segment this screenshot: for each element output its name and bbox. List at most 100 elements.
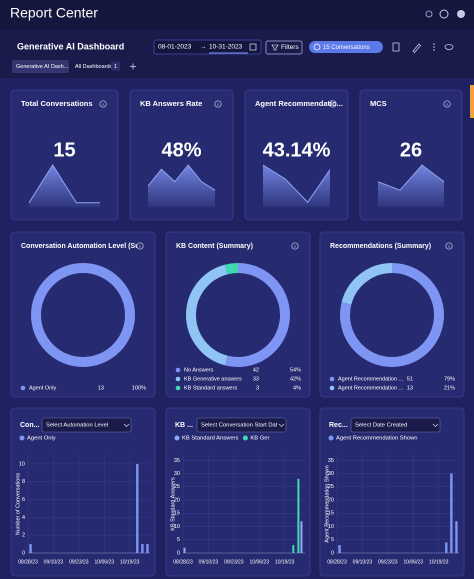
y-axis-title: Agent Recommendation Shown [324, 465, 330, 542]
end-date[interactable]: 10-31-2023 [209, 44, 243, 51]
app-title: Report Center [10, 5, 98, 21]
profile-icon[interactable] [457, 10, 465, 18]
x-tick-label: 10/19/23 [120, 559, 140, 565]
x-tick-label: 10/06/23 [95, 559, 115, 565]
y-axis-title: Number of Conversations [15, 473, 21, 536]
x-tick-label: 09/10/23 [353, 559, 373, 565]
kpi-value: 15 [53, 139, 75, 161]
select-box[interactable] [196, 417, 287, 433]
legend-label: KB Generative answers [184, 376, 242, 382]
info-icon[interactable] [136, 242, 144, 250]
menu-dot[interactable] [433, 43, 435, 45]
legend-dot [20, 385, 26, 391]
kpi-value: 43.14% [263, 139, 331, 161]
sparkline [147, 164, 216, 191]
select-mask [431, 419, 440, 431]
legend-dot [175, 385, 181, 391]
chart-content: KB ... Select Conversation Start Date KB S… [174, 417, 287, 442]
menu-dot[interactable] [433, 46, 435, 48]
select-label[interactable]: Select Date Created [355, 423, 407, 429]
sparkline-area [148, 165, 215, 207]
legend-count: 33 [253, 376, 259, 382]
filters-button[interactable] [265, 40, 303, 55]
donut-segment [340, 263, 444, 367]
legend-label: Agent Only [27, 436, 56, 442]
y-tick-label: 8 [22, 479, 25, 485]
legend-label: Agent Only [29, 385, 56, 391]
y-tick-label: 5 [331, 537, 334, 543]
y-tick-label: 2 [22, 533, 25, 539]
donut-segment [31, 263, 135, 367]
kpi-value: 48% [161, 139, 201, 161]
legend-label: KB Standard answers [184, 385, 237, 391]
tab-count: 1 [114, 64, 117, 70]
y-tick-label: 0 [331, 550, 334, 556]
select-box[interactable] [41, 417, 132, 433]
y-tick-label: 5 [177, 537, 180, 543]
tab-active[interactable] [12, 60, 69, 73]
play-icon [313, 43, 321, 51]
notification-icon[interactable] [425, 10, 433, 18]
x-tick-label: 10/06/23 [404, 559, 424, 565]
bar [183, 547, 186, 553]
sparkline [377, 164, 445, 191]
view-icon[interactable] [444, 44, 454, 50]
card [10, 407, 156, 577]
y-axis-title: KB Standard Answers [170, 477, 176, 531]
donut-segment [341, 263, 393, 305]
card [10, 89, 119, 221]
add-tab[interactable] [130, 63, 136, 70]
date-range[interactable] [153, 39, 262, 55]
edit-icon[interactable] [412, 43, 422, 54]
x-tick-label: 08/28/23 [173, 559, 193, 565]
select-label[interactable]: Select Automation Level [46, 423, 108, 429]
y-tick-label: 10 [19, 461, 25, 467]
tab-label[interactable]: Generative AI Dash... [16, 64, 69, 70]
legend-label: Agent Recommendation Shown [336, 436, 418, 442]
conversations-label[interactable]: 15 Conversations [323, 45, 370, 51]
y-tick-label: 30 [328, 471, 334, 477]
tab-label[interactable]: All Dashboards [75, 64, 113, 70]
card [319, 231, 465, 398]
x-tick-label: 10/19/23 [275, 559, 295, 565]
sparkline-area [378, 165, 444, 207]
select-chevron [432, 423, 439, 427]
y-tick-label: 25 [174, 484, 180, 490]
legend-label: No Answers [184, 367, 214, 373]
legend-percent: 79% [444, 376, 455, 382]
start-date[interactable]: 08-01-2023 [158, 44, 192, 51]
help-icon[interactable] [439, 9, 449, 19]
x-tick-label: 09/10/23 [199, 559, 219, 565]
info-icon[interactable] [445, 242, 453, 250]
info-icon[interactable] [99, 100, 107, 108]
x-tick-label: 09/23/23 [69, 559, 89, 565]
select-label[interactable]: Select Conversation Start Date [201, 423, 281, 429]
filters-label[interactable]: Filters [281, 44, 299, 51]
legend-dot [175, 367, 181, 373]
legend-dot [328, 435, 334, 441]
info-icon[interactable] [291, 242, 299, 250]
info-icon[interactable] [443, 100, 451, 108]
legend-dot [175, 376, 181, 382]
info-icon[interactable] [214, 100, 222, 108]
select-mask [122, 419, 131, 431]
conversations-pill[interactable] [309, 41, 383, 53]
select-chevron [123, 423, 130, 427]
bar [141, 544, 144, 553]
header-bar [0, 0, 474, 30]
y-tick-label: 4 [22, 515, 25, 521]
y-tick-label: 20 [328, 497, 334, 503]
legend-percent: 54% [290, 367, 301, 373]
select-box[interactable] [350, 417, 441, 433]
legend-count: 13 [407, 385, 413, 391]
select-mask [277, 419, 286, 431]
info-icon[interactable] [329, 100, 337, 108]
y-tick-label: 35 [174, 458, 180, 464]
side-tab[interactable] [470, 85, 474, 118]
menu-dot[interactable] [433, 49, 435, 51]
report-icon[interactable] [392, 42, 400, 52]
bar [297, 478, 300, 553]
x-tick-label: 09/23/23 [378, 559, 398, 565]
calendar-icon[interactable] [249, 43, 257, 51]
legend-dot [329, 385, 335, 391]
